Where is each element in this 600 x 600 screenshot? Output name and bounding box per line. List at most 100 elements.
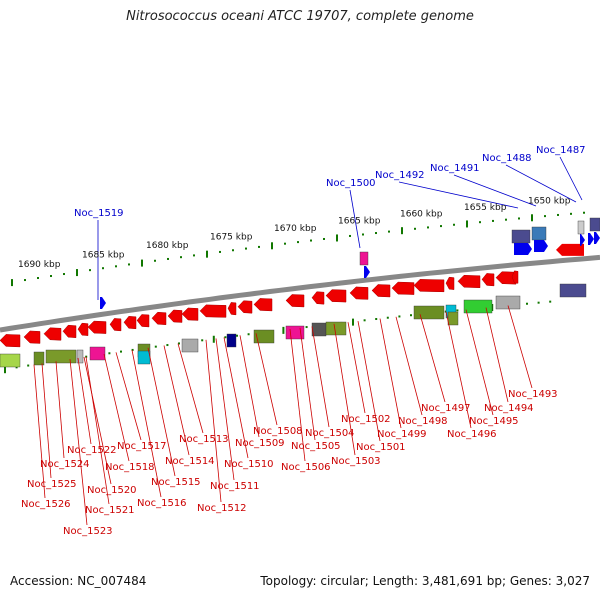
reverse-gene-arrow (445, 276, 455, 290)
cog-block (45, 349, 77, 364)
major-tick (352, 318, 354, 326)
bottom-leader-line (333, 323, 356, 456)
forward-gene-arrow (534, 240, 548, 252)
bottom-leader-line (85, 356, 110, 505)
bottom-gene-label: Noc_1524 (40, 459, 90, 470)
scale-label: 1685 kbp (82, 250, 125, 260)
scale-label: 1670 kbp (274, 224, 317, 234)
bottom-leader-line (465, 309, 494, 416)
gene-arrow-layer (0, 232, 600, 348)
minor-tick (375, 318, 378, 321)
top-leader-line (505, 164, 577, 203)
minor-tick (166, 344, 169, 347)
minor-tick (492, 219, 494, 222)
scale-ruler (11, 211, 585, 287)
forward-gene-arrow (594, 232, 600, 244)
bottom-gene-label: Noc_1495 (469, 416, 519, 427)
bottom-leader-line (357, 320, 381, 442)
cog-block (325, 321, 347, 336)
minor-tick (518, 217, 520, 220)
bottom-leader-line (41, 363, 52, 479)
bottom-leader-line (419, 314, 446, 403)
minor-tick (410, 314, 412, 317)
minor-tick (102, 267, 104, 270)
bottom-gene-label: Noc_1510 (224, 459, 274, 470)
reverse-gene-arrow (457, 275, 481, 289)
forward-gene-arrow (588, 233, 594, 245)
minor-tick (453, 223, 455, 226)
major-tick (271, 242, 273, 250)
major-tick (76, 269, 78, 277)
minor-tick (375, 232, 377, 235)
minor-tick (297, 241, 299, 244)
minor-tick (24, 279, 26, 282)
minor-tick (505, 218, 507, 221)
major-tick (141, 259, 143, 267)
minor-tick (224, 336, 227, 339)
minor-tick (232, 249, 234, 252)
genome-backbone (0, 254, 600, 333)
bottom-gene-label: Noc_1526 (21, 499, 71, 510)
reverse-gene-arrow (77, 322, 89, 336)
major-tick (466, 220, 468, 228)
bottom-leader-line (163, 345, 190, 456)
reverse-gene-arrow (349, 286, 369, 300)
minor-tick (456, 309, 459, 312)
bottom-gene-label: Noc_1497 (421, 403, 471, 414)
map-title: Nitrosococcus oceani ATCC 19707, complet… (126, 9, 474, 24)
cog-block (137, 350, 151, 365)
minor-tick (193, 254, 195, 257)
accession-text: Accession: NC_007484 (10, 574, 147, 588)
reverse-gene-arrow (413, 279, 445, 293)
bottom-gene-label: Noc_1509 (235, 438, 285, 449)
scale-label: 1655 kbp (464, 203, 507, 213)
reverse-gene-arrow (227, 302, 237, 316)
minor-tick (15, 366, 18, 369)
bottom-gene-label: Noc_1508 (253, 426, 303, 437)
bottom-leader-line (33, 364, 46, 499)
minor-tick (305, 326, 308, 329)
minor-tick (549, 300, 552, 303)
major-tick (4, 366, 6, 374)
minor-tick (544, 215, 546, 218)
bottom-leader-line (55, 361, 65, 459)
major-tick (282, 326, 285, 334)
backbone-layer (0, 254, 600, 333)
reverse-gene-arrow (199, 304, 227, 318)
bottom-leader-line (445, 311, 472, 429)
scale-label: 1660 kbp (400, 209, 443, 219)
top-gene-label: Noc_1519 (74, 208, 124, 219)
minor-tick (27, 364, 30, 367)
bottom-gene-label: Noc_1511 (210, 481, 260, 492)
bottom-gene-label: Noc_1525 (27, 479, 77, 490)
forward-gene-arrow (514, 243, 532, 255)
bottom-gene-label: Noc_1493 (508, 389, 558, 400)
cog-block (589, 217, 600, 232)
bottom-gene-label: Noc_1504 (305, 428, 355, 439)
minor-tick (258, 245, 260, 248)
reverse-gene-arrow (556, 243, 584, 256)
cog-category-layer (0, 217, 600, 368)
bottom-leader-line (223, 337, 249, 459)
top-gene-label: Noc_1488 (482, 153, 532, 164)
bottom-leader-line (299, 327, 316, 441)
major-tick (336, 234, 338, 242)
scale-label: 1675 kbp (210, 232, 253, 242)
bottom-leader-line (77, 357, 92, 445)
reverse-gene-arrow (391, 281, 415, 295)
bottom-leader-line (289, 329, 306, 462)
bottom-leader-line (347, 322, 366, 414)
bottom-leader-line (215, 338, 235, 481)
reverse-gene-arrow (311, 291, 325, 305)
forward-gene-arrow (364, 266, 370, 278)
cog-block (33, 351, 45, 366)
reverse-gene-arrow (237, 300, 253, 314)
bottom-gene-label: Noc_1515 (151, 477, 201, 488)
bottom-gene-label: Noc_1503 (331, 456, 381, 467)
bottom-leader-line (83, 356, 112, 485)
minor-tick (310, 239, 312, 242)
bottom-gene-label: Noc_1521 (85, 505, 135, 516)
cog-block (0, 353, 21, 368)
top-gene-label: Noc_1500 (326, 178, 376, 189)
